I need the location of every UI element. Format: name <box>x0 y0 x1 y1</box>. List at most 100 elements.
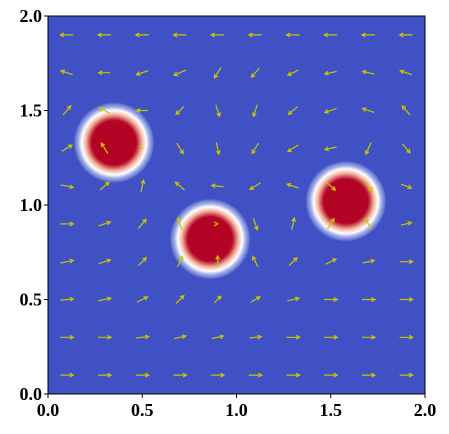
arrow <box>98 220 112 227</box>
arrow <box>211 334 225 340</box>
y-tick-label: 1.5 <box>20 101 43 121</box>
arrow <box>286 182 300 189</box>
arrow <box>247 32 262 38</box>
arrow <box>60 258 75 264</box>
x-tick-label: 2.0 <box>414 400 437 420</box>
arrow <box>172 69 187 77</box>
arrow <box>213 221 219 227</box>
arrow <box>286 372 301 378</box>
arrow <box>59 69 73 76</box>
arrow <box>286 69 299 77</box>
arrow <box>364 180 373 193</box>
arrow <box>59 32 74 38</box>
arrow <box>97 70 111 76</box>
arrow <box>364 142 372 156</box>
arrow <box>322 32 338 38</box>
arrow <box>324 372 339 378</box>
arrow <box>135 70 149 76</box>
arrow <box>98 334 113 340</box>
arrow <box>60 334 75 340</box>
arrow <box>324 334 339 340</box>
arrow <box>248 372 264 378</box>
arrow <box>400 183 413 190</box>
arrow <box>323 107 337 114</box>
arrow <box>60 184 75 190</box>
arrow <box>364 217 373 230</box>
arrow <box>173 372 188 378</box>
arrow <box>60 296 75 302</box>
arrow <box>361 334 377 340</box>
arrow <box>399 297 414 302</box>
arrow <box>291 216 297 230</box>
arrow <box>173 334 188 340</box>
y-tick-label: 0.0 <box>20 384 43 404</box>
arrow <box>60 221 75 227</box>
blob <box>169 198 251 280</box>
arrow <box>175 106 185 116</box>
arrow <box>176 142 184 155</box>
arrow <box>401 104 411 116</box>
arrow <box>400 221 413 226</box>
arrow <box>135 372 151 378</box>
arrow <box>287 296 301 302</box>
arrow <box>134 32 149 38</box>
arrow <box>252 104 258 118</box>
arrow <box>287 106 298 116</box>
arrow <box>98 258 112 265</box>
arrow <box>399 259 414 265</box>
x-tick-label: 0.0 <box>37 400 60 420</box>
arrow <box>251 142 260 155</box>
arrow <box>96 32 112 38</box>
y-tick-label: 0.5 <box>20 290 43 310</box>
arrow <box>323 146 337 152</box>
arrow <box>326 217 335 230</box>
arrow <box>288 256 298 267</box>
arrow <box>176 216 183 230</box>
arrow <box>137 256 148 267</box>
arrow <box>252 217 259 231</box>
arrow <box>286 144 299 153</box>
arrow <box>98 372 113 378</box>
arrow <box>175 294 185 304</box>
arrow <box>399 69 413 76</box>
arrow <box>135 334 150 340</box>
plot-area <box>59 32 414 378</box>
arrow <box>136 296 149 303</box>
arrow <box>285 32 300 38</box>
arrow <box>213 295 222 304</box>
arrow <box>323 70 337 76</box>
arrow <box>401 143 411 154</box>
arrow <box>210 183 224 189</box>
arrow <box>140 179 146 193</box>
arrow <box>174 181 185 191</box>
arrow <box>250 296 261 303</box>
arrow <box>325 181 337 191</box>
y-tick-label: 2.0 <box>20 6 43 26</box>
arrow <box>250 67 260 79</box>
arrow <box>249 334 263 340</box>
arrow <box>325 258 338 265</box>
arrow <box>361 372 377 378</box>
arrow <box>209 32 225 38</box>
arrow <box>324 297 339 302</box>
arrow <box>361 69 375 75</box>
arrow <box>361 297 377 302</box>
arrow <box>172 32 187 38</box>
arrow <box>98 107 111 114</box>
arrow <box>138 145 144 151</box>
arrow <box>213 67 222 79</box>
arrow <box>399 334 414 340</box>
arrow <box>360 32 375 38</box>
arrow <box>62 104 72 116</box>
blob <box>305 160 387 242</box>
arrow <box>362 258 376 264</box>
y-tick-label: 1.0 <box>20 195 43 215</box>
x-tick-label: 1.5 <box>320 400 343 420</box>
arrow <box>61 144 74 153</box>
arrow <box>286 334 301 340</box>
arrow <box>249 182 261 191</box>
arrow <box>98 296 113 302</box>
arrow <box>215 104 221 118</box>
arrow <box>135 108 149 113</box>
